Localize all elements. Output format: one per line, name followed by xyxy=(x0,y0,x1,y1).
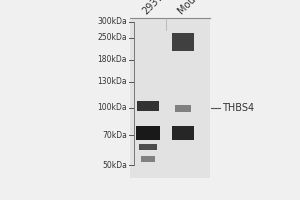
Text: 300kDa: 300kDa xyxy=(97,18,127,26)
Bar xyxy=(140,145,154,149)
Text: 180kDa: 180kDa xyxy=(98,55,127,64)
Text: 70kDa: 70kDa xyxy=(102,130,127,140)
Text: 130kDa: 130kDa xyxy=(98,77,127,86)
Text: 293T: 293T xyxy=(141,0,165,16)
Bar xyxy=(175,130,186,136)
Text: THBS4: THBS4 xyxy=(222,103,254,113)
Bar xyxy=(176,105,189,111)
Bar xyxy=(139,130,151,136)
Bar xyxy=(177,106,185,110)
Bar xyxy=(137,101,159,111)
Bar xyxy=(173,35,191,49)
Bar xyxy=(172,33,194,51)
Bar xyxy=(175,38,186,46)
Bar xyxy=(141,156,155,162)
Bar xyxy=(141,146,150,148)
Bar xyxy=(139,144,157,150)
Text: 50kDa: 50kDa xyxy=(102,160,127,170)
Bar xyxy=(142,157,153,161)
Bar xyxy=(172,126,194,140)
Bar xyxy=(130,18,210,178)
Bar xyxy=(137,127,156,139)
Text: Mouse heart: Mouse heart xyxy=(176,0,226,16)
Text: 250kDa: 250kDa xyxy=(98,33,127,43)
Bar xyxy=(136,126,160,140)
Text: 100kDa: 100kDa xyxy=(98,104,127,112)
Bar xyxy=(173,127,191,139)
Bar xyxy=(175,104,191,112)
Bar xyxy=(140,104,151,108)
Bar xyxy=(143,158,150,160)
Bar xyxy=(138,102,156,110)
